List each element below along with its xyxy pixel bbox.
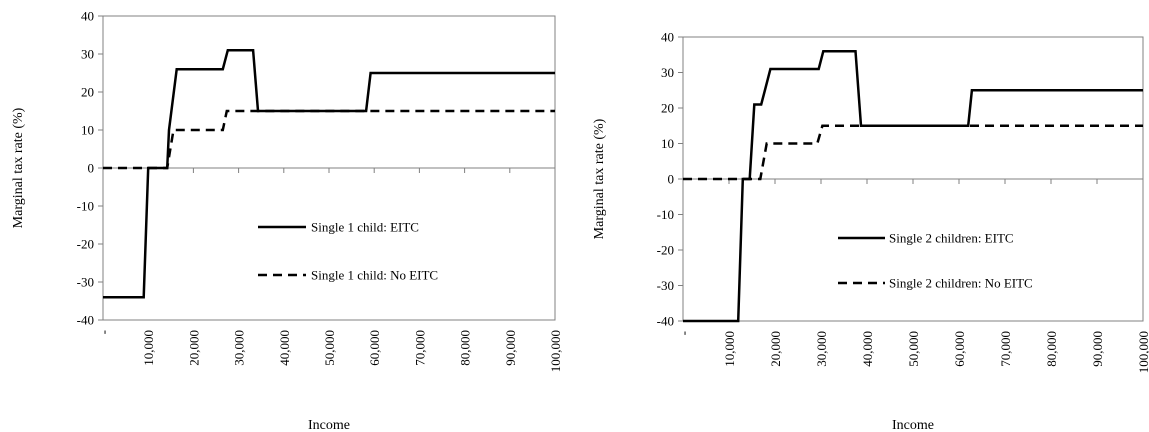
chart-left: - 10,000 20,000 30,000 40,000 50,000 60,000 70,… — [11, 9, 563, 432]
x-tick-label: 60,000 — [367, 330, 382, 366]
x-tick-label: 20,000 — [768, 331, 783, 367]
y-tick-label: 20 — [661, 101, 674, 116]
x-tick-label: - — [676, 331, 691, 335]
x-tick-label: 40,000 — [277, 330, 292, 366]
y-tick-label: 20 — [81, 85, 94, 100]
x-tick-label: 30,000 — [814, 331, 829, 367]
x-tick-label: 10,000 — [722, 331, 737, 367]
y-tick-label: 40 — [81, 9, 94, 24]
x-tick-label: 30,000 — [232, 330, 247, 366]
y-tick-label: -10 — [77, 199, 94, 214]
x-tick-label: 80,000 — [1044, 331, 1059, 367]
x-axis-title: Income — [308, 418, 350, 432]
x-tick-label: - — [96, 330, 111, 334]
legend: Single 1 child: EITC Single 1 child: No E… — [258, 220, 438, 283]
legend-label: Single 1 child: EITC — [311, 220, 419, 235]
x-tick-label: 40,000 — [860, 331, 875, 367]
y-tick-label: 0 — [88, 161, 95, 176]
y-axis-title: Marginal tax rate (%) — [592, 118, 607, 239]
chart-right: - 10,000 20,000 30,000 40,000 50,000 60,000 70,… — [592, 30, 1149, 432]
x-tick-label: 10,000 — [141, 330, 156, 366]
y-tick-label: -10 — [657, 207, 674, 222]
y-tick-label: 30 — [661, 65, 674, 80]
x-tick-label: 100,000 — [548, 330, 563, 372]
y-tick-label: 10 — [81, 123, 94, 138]
x-tick-label: 20,000 — [186, 330, 201, 366]
y-tick-label: -30 — [77, 275, 94, 290]
y-tick-label: -30 — [657, 278, 674, 293]
x-tick-label: 90,000 — [503, 330, 518, 366]
legend-label: Single 1 child: No EITC — [311, 268, 438, 283]
x-tick-label: 60,000 — [952, 331, 967, 367]
y-tick-label: -20 — [657, 243, 674, 258]
series-line-eitc — [103, 48, 555, 299]
y-tick-label: -40 — [657, 314, 674, 329]
legend-label: Single 2 children: EITC — [889, 231, 1014, 246]
x-tick-label: 70,000 — [412, 330, 427, 366]
y-tick-label: 0 — [668, 172, 675, 187]
y-tick-label: 40 — [661, 30, 674, 45]
x-tick-label: 50,000 — [906, 331, 921, 367]
legend-label: Single 2 children: No EITC — [889, 276, 1033, 291]
series-line-no-eitc — [103, 109, 555, 170]
x-tick-label: 50,000 — [322, 330, 337, 366]
y-tick-label: -20 — [77, 237, 94, 252]
legend: Single 2 children: EITC Single 2 children… — [838, 231, 1033, 291]
x-tick-label: 80,000 — [458, 330, 473, 366]
y-tick-label: 30 — [81, 47, 94, 62]
x-axis-title: Income — [892, 418, 934, 432]
x-tick-label: 90,000 — [1090, 331, 1105, 367]
y-tick-label: -40 — [77, 313, 94, 328]
series-line-no-eitc — [683, 124, 1143, 181]
x-tick-label: 100,000 — [1136, 331, 1149, 373]
x-tick-label: 70,000 — [998, 331, 1013, 367]
y-tick-label: 10 — [661, 136, 674, 151]
y-axis-title: Marginal tax rate (%) — [11, 107, 26, 228]
